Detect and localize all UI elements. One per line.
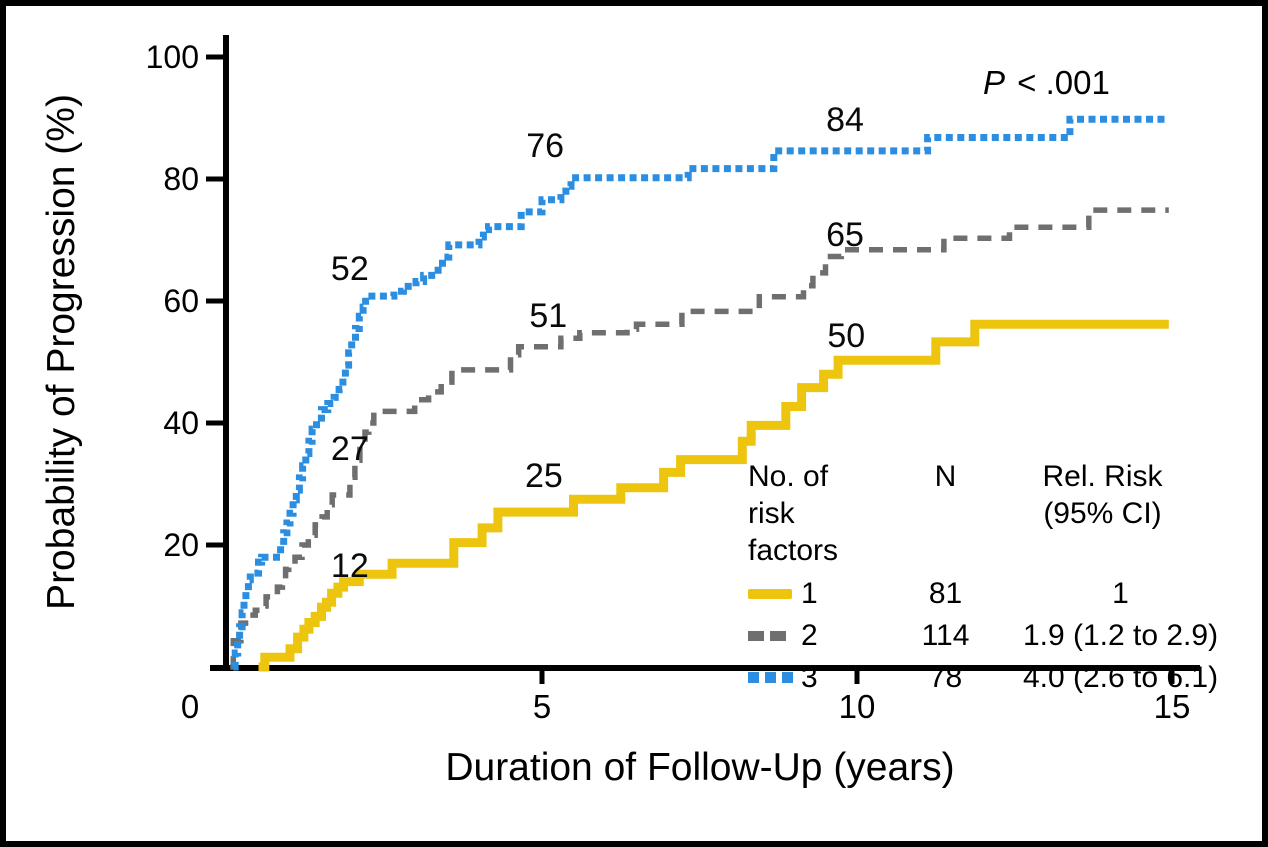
curve-annotation-25: 25: [525, 457, 563, 495]
series-curve-2-risk-factors: [230, 207, 1169, 670]
curve-annotation-84: 84: [826, 101, 864, 139]
legend-row-3-risk-factors: 3 78 4.0 (2.6 to 6.1): [748, 657, 1238, 699]
legend-header-rel-risk: Rel. Risk (95% CI): [1042, 460, 1163, 531]
legend-rows: 1 81 1 2 114 1.9 (1.2 to 2.9) 3 78 4.0 (2.6 to 6…: [748, 573, 1238, 699]
x-axis-title: Duration of Follow-Up (years): [445, 746, 955, 789]
legend-n-value: 81: [928, 576, 963, 610]
legend-factors-value: 3: [801, 660, 818, 694]
legend-factors-value: 1: [801, 576, 818, 610]
key-segment: [748, 630, 764, 641]
curve-annotation-50: 50: [827, 317, 865, 355]
legend: No. of risk factors N Rel. Risk (95% CI) 1…: [748, 458, 1238, 699]
x-tick-label: 15: [1154, 688, 1191, 725]
p-value-annotation: P < .001: [983, 64, 1110, 102]
series-curve-1-risk-factors: [258, 319, 1169, 672]
y-tick-label: 60: [163, 283, 199, 319]
y-tick-label: 100: [146, 39, 199, 75]
p-comparison: < .001: [1008, 64, 1110, 101]
legend-factors-value: 2: [801, 618, 818, 652]
legend-row-2-risk-factors: 2 114 1.9 (1.2 to 2.9): [748, 615, 1238, 657]
curve-annotation-52: 52: [331, 250, 369, 288]
legend-header: No. of risk factors N Rel. Risk (95% CI): [748, 458, 1238, 570]
legend-header-factors: No. of risk factors: [748, 460, 839, 568]
key-segment: [765, 672, 776, 684]
dotted-line-key-icon: [748, 672, 801, 684]
y-tick-label: 80: [163, 161, 199, 197]
legend-n-value: 114: [921, 618, 970, 652]
y-tick-label: 40: [163, 405, 199, 441]
key-segment: [770, 630, 786, 641]
key-segment: [748, 588, 792, 599]
curve-annotation-65: 65: [826, 216, 864, 254]
legend-header-n: N: [934, 460, 957, 493]
key-segment: [748, 672, 759, 684]
curve-annotation-51: 51: [529, 297, 567, 335]
p-symbol: P: [983, 64, 1006, 101]
dashed-line-key-icon: [748, 630, 801, 641]
x-tick-label: 5: [533, 688, 551, 725]
y-axis-title: Probability of Progression (%): [40, 94, 83, 610]
legend-n-value: 78: [928, 660, 963, 694]
legend-rel-risk-value: 1.9 (1.2 to 2.9): [1022, 618, 1219, 652]
series-curve-3-risk-factors: [231, 115, 1169, 671]
solid-line-key-icon: [748, 588, 801, 599]
y-tick-label: 20: [163, 527, 199, 563]
x-tick-label: 0: [181, 688, 199, 725]
legend-rel-risk-value: 4.0 (2.6 to 6.1): [1022, 660, 1219, 694]
curve-annotation-76: 76: [526, 127, 564, 165]
curve-annotation-27: 27: [331, 430, 369, 468]
curve-annotation-12: 12: [331, 547, 369, 585]
legend-rel-risk-value: 1: [1112, 576, 1129, 610]
key-segment: [782, 672, 793, 684]
legend-row-1-risk-factors: 1 81 1: [748, 573, 1238, 615]
x-tick-label: 10: [839, 688, 876, 725]
